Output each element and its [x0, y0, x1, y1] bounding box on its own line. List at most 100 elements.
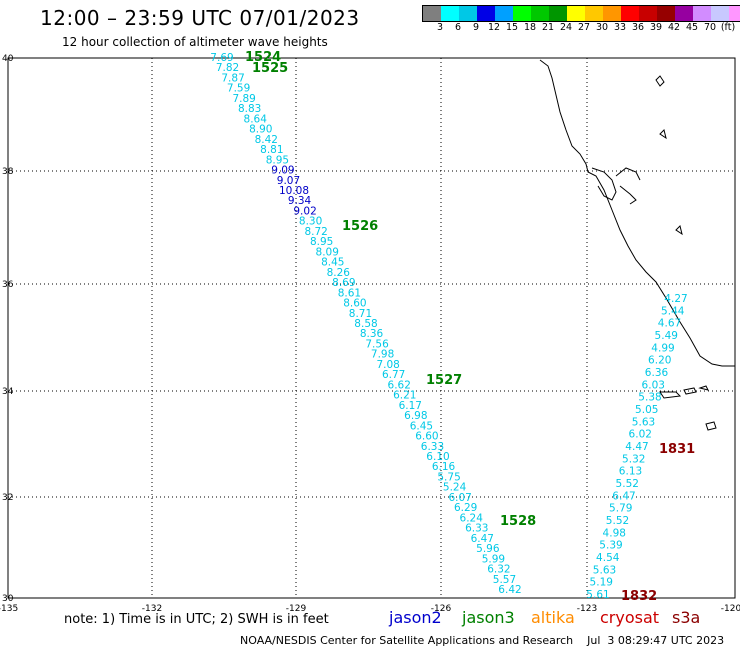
- map-title: 12:00 – 23:59 UTC 07/01/2023: [40, 6, 360, 30]
- inland-lake-3: [675, 225, 683, 236]
- pass-number: 1524: [245, 50, 281, 65]
- california-coast: [539, 59, 735, 367]
- swh-value: 6.13: [619, 466, 642, 478]
- swh-value: 6.07: [448, 492, 471, 504]
- swh-value: 6.45: [410, 420, 433, 432]
- lat-label: 38: [2, 167, 14, 177]
- swh-value: 9.02: [293, 205, 316, 217]
- lon-label: -123: [577, 604, 597, 614]
- legend-jason2: jason2: [389, 608, 442, 627]
- lat-label: 36: [2, 280, 14, 290]
- swh-value: 8.36: [360, 328, 384, 340]
- channel-islands-2: [683, 387, 697, 395]
- channel-islands-4: [705, 421, 717, 431]
- channel-islands-1: [659, 391, 682, 399]
- colorbar-swatch: [639, 6, 657, 21]
- swh-value: 4.99: [651, 342, 674, 354]
- swh-value: 6.47: [612, 490, 635, 502]
- swh-value: 7.98: [371, 349, 394, 361]
- swh-value: 5.99: [482, 553, 505, 565]
- swh-value: 4.47: [625, 441, 648, 453]
- swh-value: 6.62: [388, 379, 411, 391]
- swh-value: 6.02: [629, 429, 652, 441]
- swh-value: 7.69: [210, 52, 233, 64]
- swh-value: 8.42: [255, 134, 278, 146]
- wave-height-colorbar: [422, 5, 740, 22]
- colorbar-label: 27: [577, 22, 591, 33]
- swh-value: 7.08: [376, 359, 399, 371]
- colorbar-label: 42: [667, 22, 681, 33]
- swh-value: 8.81: [260, 144, 283, 156]
- credit-line: NOAA/NESDIS Center for Satellite Applica…: [240, 634, 725, 647]
- swh-value: 5.49: [655, 330, 678, 342]
- swh-value: 6.21: [393, 390, 416, 402]
- swh-value: 7.56: [365, 338, 389, 350]
- channel-islands-3: [698, 385, 709, 391]
- swh-value: 8.09: [316, 246, 339, 258]
- swh-value: 6.33: [465, 523, 488, 535]
- swh-tracks: 7.697.827.877.597.898.838.648.908.428.81…: [210, 50, 695, 604]
- swh-value: 8.71: [349, 308, 372, 320]
- delta-channel-2: [619, 185, 637, 205]
- swh-value: 6.32: [487, 564, 510, 576]
- colorbar-swatch: [729, 6, 740, 21]
- swh-value: 8.72: [304, 226, 327, 238]
- swh-value: 8.90: [249, 124, 272, 136]
- swh-value: 5.32: [622, 453, 645, 465]
- swh-value: 9.07: [277, 175, 300, 187]
- pass-number: 1528: [500, 514, 536, 529]
- colorbar-label: 33: [613, 22, 627, 33]
- colorbar-swatch: [585, 6, 603, 21]
- swh-value: 7.89: [232, 93, 255, 105]
- colorbar-swatch: [513, 6, 531, 21]
- swh-value: 9.09: [271, 165, 294, 177]
- pass-number: 1527: [426, 373, 462, 388]
- colorbar-label: 3: [436, 22, 444, 33]
- lat-label: 30: [2, 594, 14, 604]
- swh-value: 5.96: [476, 543, 500, 555]
- footer-note: note: 1) Time is in UTC; 2) SWH is in fe…: [64, 612, 329, 627]
- swh-value: 5.57: [493, 574, 516, 586]
- pass-number: 1526: [342, 219, 378, 234]
- swh-value: 6.42: [498, 584, 521, 596]
- swh-value: 8.69: [332, 277, 355, 289]
- swh-value: 6.29: [454, 502, 477, 514]
- colorbar-label: 36: [631, 22, 645, 33]
- swh-value: 6.60: [415, 431, 438, 443]
- swh-value: 6.98: [404, 410, 427, 422]
- colorbar-swatch: [675, 6, 693, 21]
- swh-value: 6.17: [399, 400, 422, 412]
- swh-value: 8.45: [321, 257, 344, 269]
- colorbar-label: 18: [523, 22, 537, 33]
- colorbar-swatch: [423, 6, 441, 21]
- swh-value: 6.10: [426, 451, 449, 463]
- swh-value: 8.83: [238, 103, 261, 115]
- inland-lake-2: [659, 129, 667, 140]
- lat-label: 34: [2, 387, 14, 397]
- legend-cryosat: cryosat: [600, 608, 660, 627]
- lon-label: -129: [286, 604, 307, 614]
- swh-value: 5.05: [635, 404, 658, 416]
- lon-label: -135: [0, 604, 18, 614]
- swh-value: 8.58: [354, 318, 377, 330]
- swh-value: 4.27: [664, 293, 687, 305]
- colorbar-swatch: [567, 6, 585, 21]
- swh-value: 8.30: [299, 216, 322, 228]
- colorbar-label: 70: [703, 22, 717, 33]
- inland-lake-1: [655, 75, 665, 87]
- swh-value: 5.38: [638, 392, 661, 404]
- swh-value: 6.47: [471, 533, 494, 545]
- swh-value: 6.16: [432, 461, 456, 473]
- swh-value: 7.87: [221, 72, 244, 84]
- swh-value: 5.75: [437, 471, 460, 483]
- swh-value: 5.52: [616, 478, 639, 490]
- swh-value: 4.67: [658, 318, 681, 330]
- swh-value: 5.52: [606, 515, 629, 527]
- colorbar-labels: 3 6 9 12 15 18 21 24 27 30 33 36 39 42 45 70 (ft): [422, 22, 740, 34]
- swh-value: 6.24: [460, 512, 484, 524]
- swh-value: 5.44: [661, 305, 685, 317]
- swh-value: 8.95: [310, 236, 333, 248]
- swh-value: 6.77: [382, 369, 405, 381]
- colorbar-swatch: [711, 6, 729, 21]
